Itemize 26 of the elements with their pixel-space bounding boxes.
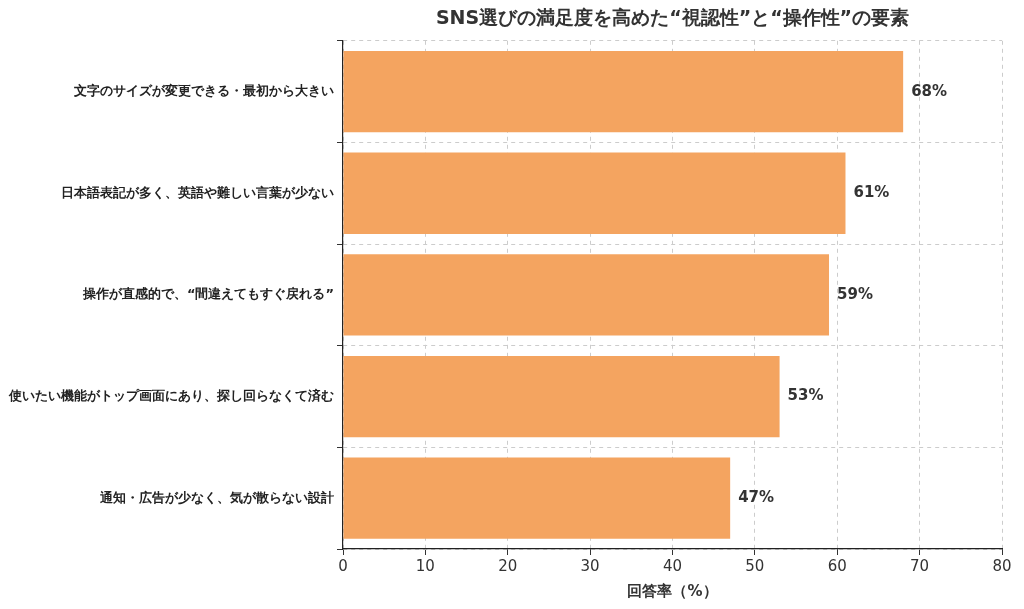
x-axis-title: 回答率（%） (627, 581, 718, 600)
data-label: 53% (787, 386, 824, 405)
x-tick-label: 60 (827, 556, 847, 575)
data-label: 61% (853, 183, 890, 202)
x-tick-label: 30 (580, 556, 600, 575)
y-tick-label: 操作が直感的で、“間違えてもすぐ戻れる” (81, 286, 334, 302)
x-tick-label: 50 (745, 556, 765, 575)
bar (343, 457, 731, 539)
y-tick-label: 通知・広告が少なく、気が散らない設計 (99, 489, 334, 505)
x-tick-label: 40 (662, 556, 683, 575)
x-tick-label: 70 (910, 556, 930, 575)
y-tick-label: 使いたい機能がトップ画面にあり、探し回らなくて済む (8, 387, 334, 403)
bar (343, 152, 846, 234)
y-tick-label: 日本語表記が多く、英語や難しい言葉が少ない (61, 184, 334, 200)
bar (343, 355, 780, 438)
y-tick-label: 文字のサイズが変更できる・最初から大きい (73, 83, 334, 98)
data-label: 68% (911, 81, 948, 100)
x-tick-label: 0 (338, 556, 348, 575)
data-label: 59% (837, 284, 873, 303)
x-tick-label: 20 (498, 556, 518, 575)
bar (343, 50, 904, 133)
chart-title: SNS選びの満足度を高めた“視認性”と“操作性”の要素 (435, 6, 910, 29)
x-tick-label: 10 (415, 556, 435, 575)
x-tick-label: 80 (992, 556, 1012, 575)
data-label: 47% (738, 488, 775, 507)
bar (343, 254, 830, 336)
